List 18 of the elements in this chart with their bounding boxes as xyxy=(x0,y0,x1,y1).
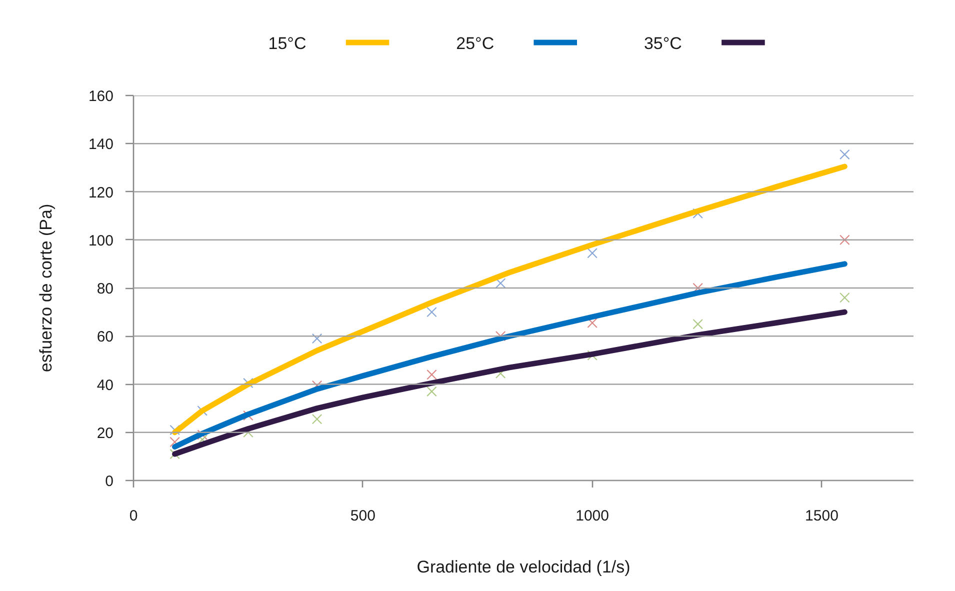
legend-label: 25°C xyxy=(456,34,494,53)
y-tick-label: 20 xyxy=(96,424,114,442)
y-tick-label: 60 xyxy=(96,328,114,346)
y-tick-label: 100 xyxy=(88,232,114,250)
legend-label: 15°C xyxy=(268,34,306,53)
y-tick-label: 120 xyxy=(88,184,114,202)
y-axis-title: esfuerzo de corte (Pa) xyxy=(36,204,56,372)
y-tick-label: 80 xyxy=(96,280,114,298)
legend-label: 35°C xyxy=(644,34,682,53)
y-tick-label: 40 xyxy=(96,376,114,394)
y-tick-label: 0 xyxy=(105,473,114,490)
x-axis-title: Gradiente de velocidad (1/s) xyxy=(416,558,630,576)
x-tick-label: 0 xyxy=(129,508,138,524)
x-tick-label: 1500 xyxy=(805,508,838,524)
y-tick-label: 160 xyxy=(88,88,114,105)
x-tick-label: 1000 xyxy=(576,508,610,524)
x-tick-label: 500 xyxy=(350,508,376,524)
y-tick-label: 140 xyxy=(88,136,114,154)
